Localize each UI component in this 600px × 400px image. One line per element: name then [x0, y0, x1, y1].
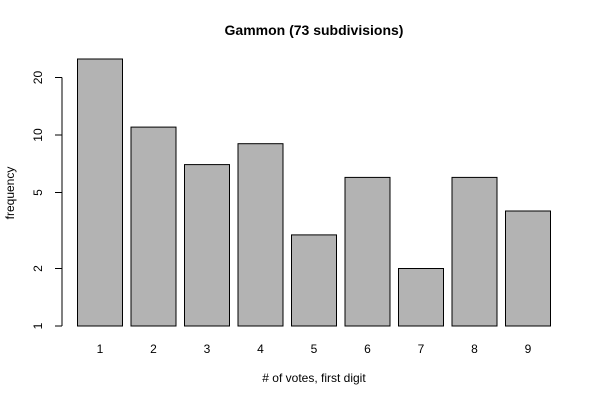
bar-8: [451, 176, 498, 327]
bar-7: [398, 268, 444, 327]
bar-4: [237, 143, 284, 327]
y-tick-label: 5: [31, 189, 45, 196]
bar-3: [184, 164, 230, 327]
x-tick-label: 9: [525, 342, 532, 356]
x-tick-label: 3: [204, 342, 211, 356]
bars-group: [77, 58, 551, 327]
x-axis-labels: 1 2 3 4 5 6 7 8 9: [97, 342, 532, 356]
x-tick-label: 7: [418, 342, 425, 356]
x-tick-label: 2: [150, 342, 157, 356]
bar-6: [344, 176, 391, 327]
y-tick-label: 10: [31, 128, 45, 142]
y-axis-label: frequency: [3, 167, 17, 220]
y-tick-label: 1: [31, 322, 45, 329]
y-tick-label: 20: [31, 71, 45, 85]
x-tick-label: 6: [364, 342, 371, 356]
x-tick-label: 8: [471, 342, 478, 356]
x-tick-label: 5: [311, 342, 318, 356]
bar-2: [130, 126, 177, 327]
bar-5: [291, 234, 337, 327]
y-tick-label: 2: [31, 265, 45, 272]
bar-1: [77, 58, 123, 327]
y-axis: 1 2 5 10 20: [31, 71, 63, 329]
x-tick-label: 4: [257, 342, 264, 356]
x-tick-label: 1: [97, 342, 104, 356]
x-axis-label: # of votes, first digit: [262, 371, 366, 385]
chart-title: Gammon (73 subdivisions): [225, 22, 404, 38]
bar-9: [505, 210, 551, 327]
